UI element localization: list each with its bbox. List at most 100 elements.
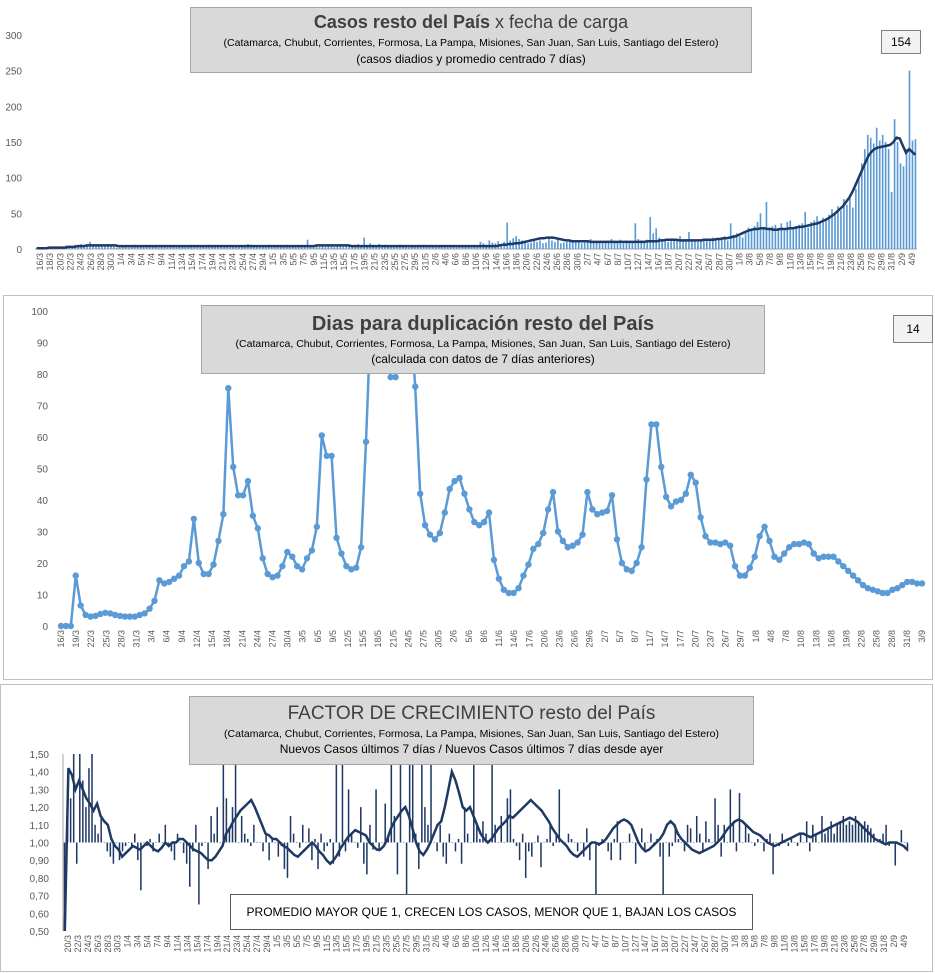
chart-casos-bar: [157, 247, 160, 249]
chart-duplicacion-xtick: 8/7: [630, 630, 640, 643]
chart-casos-bar: [756, 221, 759, 249]
chart-factor-bar: [677, 838, 680, 843]
chart-casos-bar: [431, 246, 434, 249]
chart-casos-bar: [825, 219, 827, 249]
chart-duplicacion-xtick: 16/8: [826, 630, 836, 648]
chart-factor-bar: [301, 824, 304, 843]
chart-factor-xtick: 13/8: [790, 935, 800, 953]
chart-factor-bar: [668, 842, 671, 857]
chart-factor-bar: [821, 815, 823, 843]
chart-casos-xtick: 15/8: [806, 253, 816, 271]
chart-factor-bar: [757, 838, 759, 843]
chart-factor-xtick: 27/5: [401, 935, 411, 953]
chart-casos-xtick: 8/6: [461, 253, 471, 266]
chart-duplicacion-point: [731, 562, 739, 570]
chart-casos-bar: [411, 246, 413, 249]
chart-factor-bar: [497, 842, 499, 843]
chart-duplicacion-point: [682, 490, 690, 497]
chart-factor-xtick: 15/5: [342, 935, 352, 953]
chart-factor-bar: [622, 842, 625, 843]
chart-casos-bar: [878, 140, 881, 249]
chart-factor-bar: [234, 754, 237, 843]
chart-duplicacion-point: [800, 539, 808, 546]
chart-casos-xtick: 14/7: [643, 253, 653, 271]
chart-casos-bar: [443, 246, 446, 249]
chart-factor-bar: [729, 789, 732, 843]
chart-factor-bar: [250, 842, 252, 847]
chart-factor-bar: [793, 842, 796, 843]
chart-casos-xtick: 27/5: [400, 253, 410, 271]
chart-factor-xtick: 16/6: [501, 935, 511, 953]
chart-factor-xtick: 31/8: [879, 935, 889, 953]
chart-factor-bar: [353, 842, 356, 843]
chart-casos-bar: [238, 246, 240, 249]
chart-duplicacion-badge: 14: [893, 315, 933, 343]
chart-casos-bar: [306, 239, 309, 249]
chart-casos-xtick: 28/3: [96, 253, 106, 271]
chart-factor-xtick: 11/8: [780, 935, 790, 952]
chart-duplicacion-point: [77, 602, 84, 609]
chart-duplicacion-point: [500, 586, 507, 593]
chart-factor-bar: [781, 833, 784, 843]
chart-factor-bar: [546, 838, 548, 843]
chart-duplicacion-point: [205, 570, 212, 578]
chart-casos-bar: [551, 240, 553, 249]
chart-duplicacion-point: [57, 622, 65, 630]
chart-casos-xtick: 18/6: [512, 253, 522, 271]
chart-factor-ytick: 1,20: [30, 803, 50, 814]
chart-factor-bar: [586, 828, 588, 843]
chart-duplicacion-point: [805, 540, 813, 548]
chart-factor-bar: [106, 842, 109, 852]
chart-factor-bar: [512, 838, 515, 843]
chart-casos-bar: [315, 245, 318, 249]
chart-casos-bar: [834, 213, 836, 249]
chart-casos-bar: [610, 239, 613, 249]
chart-duplicacion-point: [126, 613, 134, 620]
chart-duplicacion-point: [672, 498, 680, 505]
chart-factor-bar: [317, 842, 319, 870]
chart-factor-xtick: 7/5: [302, 935, 312, 948]
chart-casos-bar: [810, 221, 812, 249]
chart-casos-ytick: 100: [5, 174, 22, 185]
chart-factor-bar: [815, 833, 817, 843]
chart-duplicacion-xtick: 21/5: [388, 630, 398, 648]
chart-casos-xtick: 17/5: [349, 253, 359, 271]
chart-casos-bar: [709, 240, 711, 249]
chart-duplicacion-point: [766, 537, 773, 545]
chart-duplicacion-ytick: 0: [42, 622, 48, 633]
chart-casos-bar: [649, 216, 652, 249]
chart-casos-bar: [276, 246, 279, 249]
chart-factor-bar: [726, 842, 729, 843]
chart-casos-xtick: 15/5: [339, 253, 349, 271]
chart-factor-bar: [842, 815, 845, 843]
chart-casos-xtick: 22/6: [532, 253, 542, 271]
chart-casos-bars: [35, 70, 917, 250]
chart-factor-ytick: 1,00: [30, 839, 50, 850]
chart-duplicacion-point: [392, 373, 399, 381]
chart-casos-bar: [169, 246, 172, 249]
chart-duplicacion-point: [771, 553, 778, 560]
chart-factor-bar: [479, 838, 481, 843]
chart-factor-bar: [830, 821, 832, 843]
chart-casos-bar: [539, 240, 541, 249]
chart-casos-bar: [568, 241, 571, 249]
chart-factor-bar: [607, 842, 609, 852]
chart-duplicacion-point: [239, 492, 247, 499]
chart-duplicacion-xtick: 8/6: [479, 630, 489, 643]
chart-duplicacion-ytick: 50: [37, 465, 49, 476]
chart-factor-bar: [476, 824, 478, 843]
chart-duplicacion-xtick: 14/7: [660, 630, 670, 648]
chart-factor-bar: [109, 842, 112, 857]
chart-duplicacion-xtick: 28/3: [116, 630, 126, 648]
chart-factor-bar: [140, 842, 142, 891]
chart-duplicacion-point: [298, 566, 306, 573]
chart-factor-bar: [286, 842, 289, 878]
chart-casos-bar: [637, 239, 640, 249]
chart-factor-xtick: 20/7: [670, 935, 680, 953]
chart-factor-bar: [158, 833, 160, 843]
chart-duplicacion-point: [461, 490, 468, 497]
chart-factor-bar: [692, 842, 695, 843]
chart-factor-bar: [237, 842, 240, 843]
chart-casos-xtick: 31/8: [887, 253, 897, 271]
